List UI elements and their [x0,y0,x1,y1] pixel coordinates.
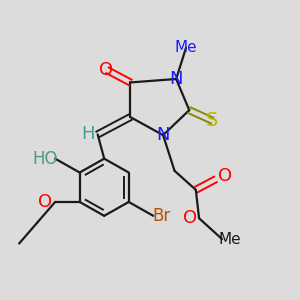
Text: Me: Me [219,232,242,247]
Text: O: O [218,167,232,185]
Text: S: S [206,111,218,130]
Text: Me: Me [175,40,197,55]
Text: N: N [156,126,170,144]
Text: O: O [99,61,113,79]
Text: HO: HO [33,150,58,168]
Text: O: O [38,193,52,211]
Text: Br: Br [152,207,171,225]
Text: N: N [169,70,183,88]
Text: O: O [183,209,197,227]
Text: H: H [81,125,94,143]
